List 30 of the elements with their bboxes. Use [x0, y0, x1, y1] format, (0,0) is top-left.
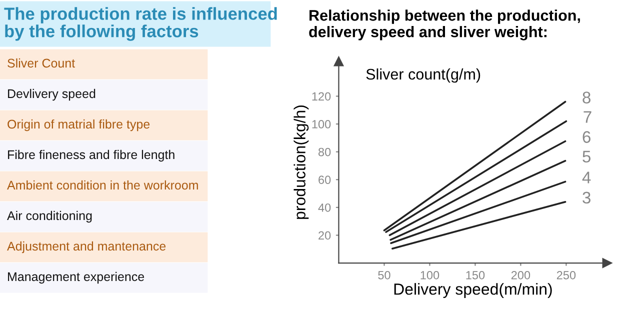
- x-tick-label: 100: [420, 270, 440, 280]
- x-axis-title: Delivery speed(m/min): [394, 283, 552, 298]
- text: Management experience: [8, 272, 144, 284]
- text: The production rate is influenced by the following factors: [4, 7, 277, 41]
- text: Fibre fineness and fibre length: [8, 150, 174, 162]
- y-tick-label: 40: [318, 203, 331, 212]
- legend-title: Sliver count(g/m): [366, 68, 480, 83]
- chart-title: Relationship between the production, delivery speed and sliver weight:: [309, 10, 580, 40]
- series-label: 6: [582, 131, 590, 143]
- text: Air conditioning: [7, 210, 92, 223]
- x-tick-label: 200: [511, 270, 530, 280]
- y-tick-label: 100: [312, 120, 331, 128]
- text: Origin of matrial fibre type: [8, 119, 150, 132]
- text: Sliver Count: [8, 58, 75, 68]
- x-tick-label: 250: [556, 270, 576, 280]
- series-label: 5: [582, 150, 591, 163]
- series-label: 4: [582, 172, 591, 184]
- y-tick-label: 120: [312, 92, 331, 101]
- x-tick-label: 50: [378, 270, 390, 280]
- series-label: 7: [584, 111, 592, 123]
- series-label: 8: [582, 92, 590, 104]
- text: Ambient condition in the workroom: [7, 180, 198, 190]
- series-label: 3: [582, 192, 590, 204]
- y-tick-label: 80: [318, 148, 331, 156]
- text: Devlivery speed: [8, 88, 96, 101]
- x-tick-label: 150: [466, 270, 485, 280]
- y-tick-label: 20: [318, 231, 331, 240]
- y-tick-label: 60: [318, 176, 331, 184]
- text: Adjustment and mantenance: [7, 241, 166, 254]
- y-axis-title: production(kg/h): [294, 106, 309, 219]
